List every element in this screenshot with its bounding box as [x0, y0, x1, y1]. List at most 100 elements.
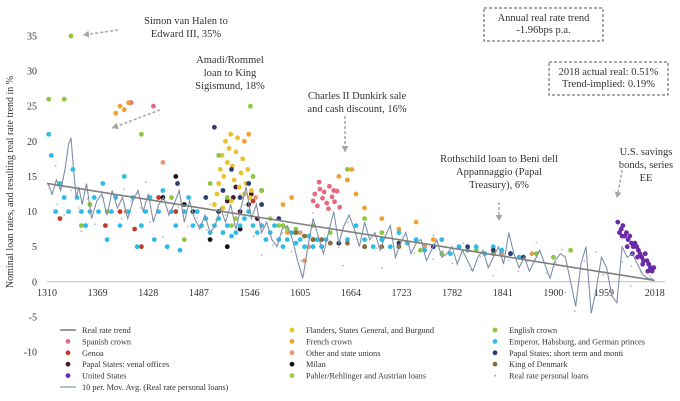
data-point	[156, 195, 162, 200]
data-point	[651, 265, 657, 271]
data-point	[362, 244, 367, 250]
x-tick-label: 1841	[493, 288, 513, 299]
data-point	[237, 223, 243, 229]
data-point	[353, 191, 359, 197]
arrow-head	[83, 30, 90, 38]
data-point	[190, 223, 196, 229]
data-point	[61, 96, 67, 102]
data-point	[337, 204, 343, 210]
y-tick-labels: -10 -5 0 5 10 15 20 25 30 35	[24, 32, 37, 359]
annotation-arrow	[111, 109, 161, 129]
data-point	[224, 244, 230, 250]
data-point	[465, 244, 470, 250]
data-point	[240, 156, 246, 162]
data-point	[126, 100, 131, 106]
data-point	[331, 188, 337, 193]
data-point	[83, 223, 88, 229]
data-point	[297, 230, 303, 236]
arrow-head	[614, 191, 622, 198]
data-point	[620, 223, 626, 229]
arrow-head	[495, 215, 503, 221]
data-point	[48, 153, 54, 158]
x-tick-label: 1310	[37, 288, 57, 299]
data-point	[117, 223, 123, 229]
data-point	[224, 195, 230, 200]
data-point	[302, 244, 307, 250]
x-tick-label: 1487	[189, 288, 209, 299]
data-point	[490, 244, 496, 250]
data-point	[629, 285, 632, 287]
data-point	[347, 221, 350, 224]
data-point	[349, 167, 355, 172]
y-axis-title-group: Nominal loan rates, and resulting real r…	[5, 76, 16, 288]
legend-item: Emperor, Habsburg, and German princes	[492, 337, 645, 346]
data-point	[212, 202, 217, 207]
legend-label: Real rate trend	[82, 326, 132, 335]
data-point	[224, 198, 230, 204]
legend-swatch	[492, 361, 498, 367]
data-point	[220, 188, 226, 193]
data-point	[205, 228, 208, 231]
data-point	[432, 258, 435, 261]
y-tick-label: 15	[27, 172, 37, 183]
data-point	[561, 248, 563, 251]
data-point	[280, 202, 286, 207]
series-united-states	[615, 219, 657, 274]
data-point	[492, 274, 495, 277]
legend-swatch	[289, 327, 295, 333]
data-point	[507, 259, 510, 261]
y-axis-title: Nominal loan rates, and resulting real r…	[5, 76, 16, 288]
data-point	[602, 273, 605, 276]
data-point	[220, 205, 226, 211]
legend-item: French crown	[289, 337, 353, 346]
data-point	[139, 131, 144, 137]
data-point	[164, 244, 170, 250]
data-point	[245, 167, 251, 172]
data-point	[229, 233, 234, 239]
legend-label: Papal States: short term and monti	[509, 349, 624, 358]
data-point	[56, 203, 59, 206]
data-point	[316, 179, 322, 185]
data-point	[220, 230, 226, 236]
data-point	[413, 219, 419, 225]
data-point	[396, 230, 402, 236]
legend-item: United States	[65, 372, 126, 381]
data-point	[448, 251, 453, 257]
data-point	[280, 223, 286, 229]
data-point	[310, 198, 316, 204]
data-point	[68, 33, 74, 39]
data-point	[250, 174, 256, 179]
data-point	[70, 189, 72, 192]
data-point	[250, 198, 256, 204]
annotation-text: Edward III, 35%	[151, 29, 222, 40]
legend-item: Papal States: short term and monti	[492, 349, 624, 358]
data-point	[246, 131, 252, 137]
legend-label: Milan	[306, 360, 327, 369]
data-point	[462, 242, 465, 245]
data-point	[624, 230, 629, 236]
data-point	[380, 266, 383, 269]
data-point	[63, 214, 66, 217]
data-point	[280, 244, 286, 250]
data-point	[635, 254, 640, 260]
data-point	[508, 251, 513, 257]
data-point	[281, 232, 284, 235]
data-point	[91, 195, 97, 200]
legend-item: Real rate personal loans	[493, 372, 588, 381]
data-point	[263, 237, 269, 243]
data-point	[162, 235, 164, 238]
data-point	[645, 268, 651, 274]
data-point	[94, 223, 96, 226]
data-point	[310, 237, 316, 243]
data-point	[80, 230, 83, 233]
data-point	[214, 191, 220, 197]
data-point	[237, 195, 243, 200]
data-point	[132, 226, 138, 232]
y-tick-label: 5	[32, 242, 37, 253]
data-point	[272, 223, 277, 229]
data-point	[499, 247, 505, 253]
data-point	[362, 216, 367, 222]
data-point	[336, 174, 342, 179]
legend: Real rate trend Flanders, States General,…	[60, 326, 645, 392]
legend-label: King of Denmark	[509, 360, 568, 369]
